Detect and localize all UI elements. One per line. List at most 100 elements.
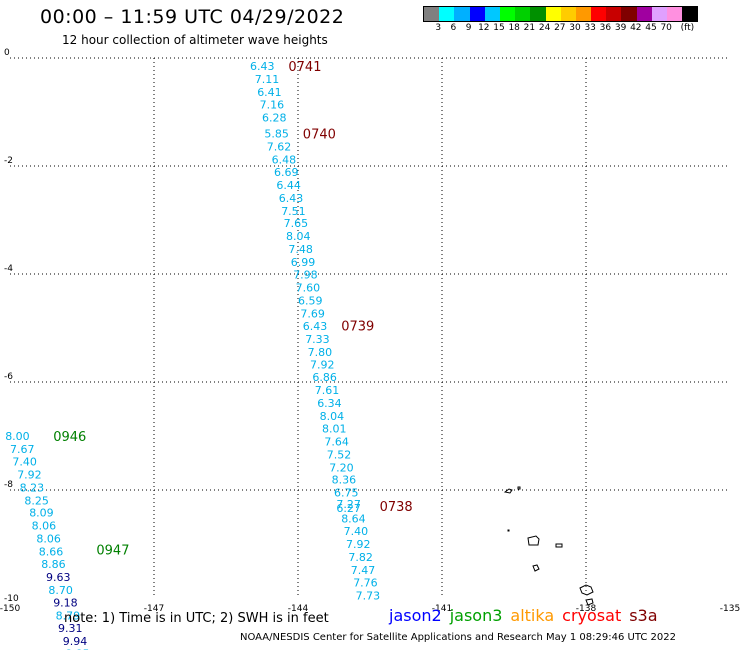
wave-height-value: 7.48 [288,243,313,256]
x-tick-label: -144 [288,604,309,614]
legend-label: 18 [508,23,520,33]
legend-label: 24 [538,23,551,33]
pass-time-label: 0741 [288,60,321,75]
satellite-name: jason2 [389,606,442,625]
wave-height-value: 7.40 [12,455,37,468]
island [527,535,540,546]
x-tick-label: -147 [144,604,164,614]
x-tick-label: -138 [576,604,597,614]
pass-time-label: 0738 [380,500,413,515]
legend-swatch [591,7,607,21]
color-legend: 3 6 9 12 15 18 21 24 27 30 33 36 39 42 45 70 (ft) [423,6,699,34]
y-tick-label: -8 [4,480,13,490]
wave-height-value: 8.00 [5,430,30,443]
x-tick-label: -141 [432,604,452,614]
legend-swatch [667,7,683,21]
pass-time-label: 0739 [341,319,374,334]
x-tick-label: -150 [0,604,20,614]
legend-label: 27 [554,23,566,33]
legend-swatch [515,7,531,21]
legend-swatch [484,7,500,21]
legend-swatch [424,7,440,21]
wave-height-value: 5.85 [264,128,289,141]
legend-swatch [682,7,698,21]
wave-height-value: 8.85 [65,648,90,650]
legend-swatch [545,7,561,21]
wave-height-value: 7.52 [327,448,352,461]
wave-height-value: 7.65 [284,217,309,230]
pass-time-label: 0946 [53,430,86,445]
satellite-name: jason3 [449,606,503,625]
wave-height-value: 7.20 [329,461,354,474]
island [503,488,513,494]
legend-swatch [606,7,622,21]
y-tick-label: -4 [4,264,13,274]
x-tick-label: -135 [720,604,740,614]
wave-height-value: 7.62 [267,141,292,154]
legend-swatches [423,6,699,22]
legend-label: 6 [450,23,457,33]
island [532,564,540,572]
pass-time-label: 0947 [96,543,129,558]
legend-swatch [636,7,652,21]
legend-swatch [621,7,637,21]
wave-height-value: 6.99 [291,256,316,269]
axis-ticks: -150 -147 -144 -141 -138 -135 0 -2 -4 -6 -8 -10 [0,48,740,614]
wave-height-value: 6.43 [250,60,275,73]
wave-height-value: 7.16 [260,98,285,111]
legend-label: 36 [599,23,612,33]
legend-swatch [560,7,576,21]
wave-height-value: 8.79 [56,609,81,622]
y-tick-label: -10 [4,594,19,604]
wave-height-value: 7.33 [305,333,330,346]
island [555,543,563,548]
wave-height-value: 6.43 [303,320,328,333]
legend-label: 3 [435,23,442,33]
island [507,529,510,532]
wave-height-value: 6.48 [272,154,297,167]
satellite-name: cryosat [562,606,622,625]
wave-height-value: 7.82 [348,551,373,564]
wave-height-value: 8.06 [32,520,56,533]
wave-height-value: 9.94 [63,635,88,648]
island [517,486,521,490]
legend-label: 12 [478,23,490,33]
wave-height-value: 8.01 [322,422,347,435]
legend-label: 39 [614,23,627,33]
legend-label: 33 [584,23,596,33]
wave-height-value: 7.11 [255,73,279,86]
legend-swatch [651,7,667,21]
wave-height-value: 7.40 [344,525,369,538]
legend-label: 70 [660,23,672,33]
wave-height-value: 7.80 [308,346,333,359]
wave-height-value: 6.41 [257,86,282,99]
y-tick-label: -6 [4,372,13,382]
satellite-legend: jason2 jason3 altika cryosat s3a [389,606,666,625]
wave-height-value: 7.27 [336,498,361,511]
wave-height-value: 7.51 [281,205,306,218]
wave-height-value: 6.86 [312,371,337,384]
wave-height-value: 8.66 [39,546,64,559]
footer-credit: NOAA/NESDIS Center for Satellite Applica… [240,632,676,643]
note-text: note: 1) Time is in UTC; 2) SWH is in fe… [64,611,329,626]
wave-height-value: 8.70 [48,584,73,597]
wave-height-value: 6.44 [276,179,301,192]
legend-labels: 3 6 9 12 15 18 21 24 27 30 33 36 39 42 45 70 (ft) [423,22,698,34]
wave-height-value: 6.69 [274,166,299,179]
wave-height-value: 6.27 [336,502,361,515]
wave-height-value: 7.73 [356,589,381,602]
y-tick-label: 0 [4,48,10,58]
wave-height-value: 7.92 [310,359,335,372]
legend-swatch [575,7,592,21]
wave-height-value: 6.75 [334,487,359,500]
legend-label: 45 [645,23,657,33]
satellite-name: altika [510,606,555,625]
wave-height-value: 6.28 [262,111,287,124]
wave-height-value: 6.34 [317,397,342,410]
wave-height-value: 7.60 [296,282,321,295]
legend-label: 15 [493,23,505,33]
legend-label: (ft) [680,23,695,33]
legend-swatch [439,7,455,21]
wave-height-value: 7.61 [315,384,340,397]
wave-height-value: 8.36 [332,474,357,487]
